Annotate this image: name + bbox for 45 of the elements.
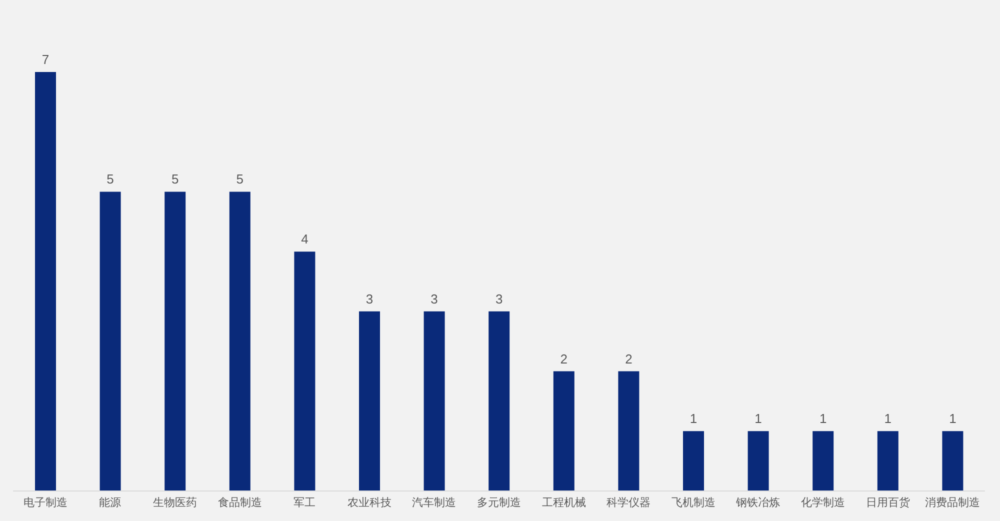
- bar: [424, 311, 445, 491]
- x-tick-label: 消费品制造: [925, 496, 980, 509]
- bar: [812, 431, 834, 491]
- x-tick-label: 生物医药: [153, 496, 197, 509]
- data-label: 5: [171, 172, 179, 187]
- x-tick-label: 科学仪器: [606, 496, 651, 509]
- bar: [877, 431, 898, 491]
- x-tick-label: 多元制造: [477, 496, 521, 509]
- data-label: 1: [754, 411, 762, 426]
- data-label: 2: [560, 351, 568, 366]
- bar: [553, 371, 574, 491]
- data-label: 1: [819, 411, 827, 426]
- data-label: 3: [430, 291, 438, 306]
- data-label: 3: [495, 291, 503, 306]
- data-label: 1: [949, 411, 956, 426]
- x-tick-label: 汽车制造: [412, 496, 456, 509]
- data-label: 5: [106, 172, 114, 187]
- bar: [294, 252, 316, 491]
- x-tick-label: 食品制造: [218, 496, 262, 509]
- data-label: 1: [884, 411, 892, 426]
- bar: [164, 192, 186, 491]
- bar: [942, 431, 964, 491]
- bar: [618, 371, 640, 491]
- x-tick-label: 化学制造: [801, 496, 845, 509]
- x-tick-label: 农业科技: [347, 496, 392, 509]
- bar: [683, 431, 704, 491]
- x-tick-label: 军工: [294, 496, 316, 509]
- x-tick-label: 飞机制造: [671, 496, 716, 509]
- bar: [35, 72, 56, 491]
- bar: [100, 192, 121, 491]
- bar: [748, 431, 769, 491]
- data-label: 3: [366, 291, 374, 306]
- x-tick-label: 钢铁冶炼: [735, 496, 780, 509]
- data-label: 1: [690, 411, 698, 426]
- data-label: 4: [301, 232, 308, 247]
- x-tick-label: 能源: [99, 496, 122, 509]
- x-tick-label: 工程机械: [542, 496, 586, 509]
- data-label: 7: [42, 52, 50, 67]
- data-label: 5: [236, 172, 244, 187]
- bar: [359, 311, 380, 491]
- bar: [488, 311, 510, 491]
- bar: [229, 192, 250, 491]
- x-tick-label: 电子制造: [23, 496, 68, 509]
- x-tick-label: 日用百货: [866, 496, 910, 509]
- data-label: 2: [625, 351, 632, 366]
